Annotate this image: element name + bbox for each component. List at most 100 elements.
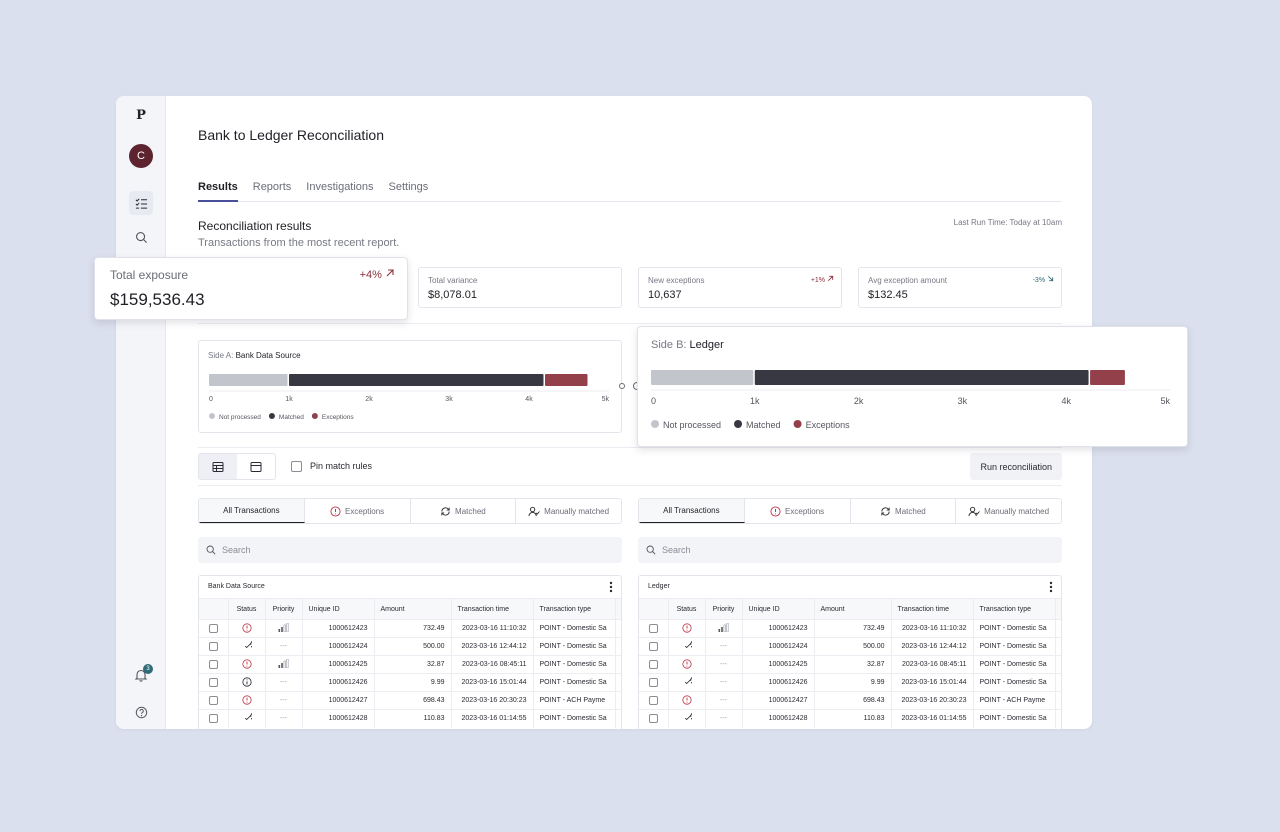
transaction-time-cell: 2023-03-16 11:10:32 (451, 619, 534, 638)
bar-segment-not-processed[interactable] (651, 370, 754, 385)
check-circle-icon (684, 639, 700, 649)
filter-exceptions[interactable]: Exceptions (305, 499, 411, 523)
bar-segment-matched[interactable] (289, 374, 544, 386)
filter-exceptions[interactable]: Exceptions (745, 499, 851, 523)
status-cell (668, 709, 706, 728)
column-header[interactable]: Status (668, 598, 706, 620)
filter-all-transactions[interactable]: All Transactions (639, 499, 745, 523)
filter-all-transactions[interactable]: All Transactions (199, 499, 305, 523)
header-select (639, 598, 669, 620)
extra-cell (615, 673, 621, 692)
alert-icon (681, 622, 692, 633)
filter-matched[interactable]: Matched (851, 499, 957, 523)
tab-reports[interactable]: Reports (252, 181, 292, 193)
table-row[interactable]: --- 1000612428 110.83 2023-03-16 01:14:55 PO… (639, 709, 1061, 728)
tab-bar: Results Reports Investigations Settings (198, 181, 1062, 202)
row-checkbox[interactable] (648, 678, 658, 687)
search-input[interactable] (662, 537, 1042, 563)
table-row[interactable]: --- 1000612427 698.43 2023-03-16 20:30:23 PO… (199, 691, 621, 710)
table-row[interactable]: --- 1000612427 698.43 2023-03-16 20:30:23 PO… (639, 691, 1061, 710)
metric-label: Total variance (428, 276, 478, 285)
table-row[interactable]: --- 1000612426 9.99 2023-03-16 15:01:44 POIN… (639, 673, 1061, 692)
table-row[interactable]: --- 1000612426 9.99 2023-03-16 15:01:44 POIN… (199, 673, 621, 692)
alert-icon (681, 694, 692, 705)
bar-segment-matched[interactable] (754, 370, 1089, 385)
amount-cell: 32.87 (374, 655, 452, 674)
column-header[interactable]: Amount (374, 598, 452, 620)
transaction-time-cell: 2023-03-16 20:30:23 (891, 691, 974, 710)
row-checkbox[interactable] (208, 696, 218, 705)
table-row[interactable]: 1000612425 32.87 2023-03-16 08:45:11 POINT … (199, 655, 621, 674)
checklist-icon[interactable] (129, 191, 153, 215)
row-checkbox[interactable] (648, 696, 658, 705)
alert-icon (241, 622, 252, 633)
row-checkbox[interactable] (648, 642, 658, 651)
extra-cell (1055, 655, 1061, 674)
filter-manually-matched[interactable]: Manually matched (516, 499, 621, 523)
legend-label: Not processed (219, 414, 261, 421)
row-checkbox[interactable] (208, 660, 218, 669)
row-checkbox[interactable] (208, 642, 218, 651)
tab-investigations[interactable]: Investigations (306, 181, 374, 193)
table-row[interactable]: --- 1000612424 500.00 2023-03-16 12:44:12 PO… (639, 637, 1061, 656)
column-header[interactable]: Priority (705, 598, 743, 620)
column-header[interactable]: Unique ID (742, 598, 815, 620)
tab-results[interactable]: Results (198, 181, 238, 202)
legend-label: Not processed (663, 420, 721, 430)
table-row[interactable]: --- 1000612424 500.00 2023-03-16 12:44:12 PO… (199, 637, 621, 656)
metric-card-total-exposure[interactable]: Total exposure $159,536.43 +4% (94, 257, 408, 320)
pin-match-rules-checkbox[interactable] (291, 461, 302, 472)
filter-label: Exceptions (345, 506, 385, 516)
card-view-button[interactable] (237, 454, 275, 479)
more-options-icon[interactable] (609, 580, 613, 598)
row-checkbox[interactable] (208, 714, 218, 724)
row-checkbox[interactable] (648, 624, 658, 633)
column-header[interactable]: Transaction type (973, 598, 1056, 620)
tab-settings[interactable]: Settings (388, 181, 429, 193)
search-input[interactable] (222, 537, 602, 563)
more-options-icon[interactable] (1049, 580, 1053, 598)
metric-card-variance[interactable]: Total variance $8,078.01 (418, 267, 622, 308)
metric-card-avg-exception[interactable]: Avg exception amount $132.45 -3% (858, 267, 1062, 308)
filter-label: All Transactions (663, 506, 720, 515)
row-checkbox[interactable] (648, 714, 658, 724)
column-header[interactable]: Priority (265, 598, 303, 620)
row-select-cell (639, 637, 669, 656)
avatar[interactable]: C (129, 144, 153, 168)
row-checkbox[interactable] (648, 660, 658, 669)
column-header[interactable]: Transaction time (891, 598, 974, 620)
chart-title: Side B: Ledger (651, 339, 724, 351)
filter-tabs-right: All Transactions Exceptions Matched Manu… (638, 498, 1062, 524)
filter-matched[interactable]: Matched (411, 499, 517, 523)
row-checkbox[interactable] (208, 678, 218, 687)
table-row[interactable]: 1000612423 732.49 2023-03-16 11:10:32 POINT… (639, 619, 1061, 638)
filter-manually-matched[interactable]: Manually matched (956, 499, 1061, 523)
column-header[interactable]: Amount (814, 598, 892, 620)
table-row[interactable]: --- 1000612425 32.87 2023-03-16 08:45:11 POI… (639, 655, 1061, 674)
table-row[interactable]: 1000612423 732.49 2023-03-16 11:10:32 POINT… (199, 619, 621, 638)
search-icon[interactable] (129, 225, 153, 249)
column-header[interactable]: Status (228, 598, 266, 620)
sync-icon (441, 506, 450, 516)
column-header[interactable]: Transaction time (451, 598, 534, 620)
table-view-button[interactable] (199, 454, 237, 479)
status-cell (228, 619, 266, 638)
column-header[interactable]: Transaction type (533, 598, 616, 620)
data-table: Status Priority Unique ID Amount Transaction… (639, 598, 1061, 728)
row-checkbox[interactable] (208, 624, 218, 633)
table-row[interactable]: --- 1000612428 110.83 2023-03-16 01:14:55 PO… (199, 709, 621, 728)
run-reconciliation-button[interactable]: Run reconciliation (970, 453, 1062, 480)
extra-cell (1055, 691, 1061, 710)
tick-label: 3k (445, 396, 453, 403)
bar-segment-exceptions[interactable] (1090, 370, 1125, 385)
unique-id-cell: 1000612428 (302, 709, 375, 728)
legend-swatch (268, 413, 275, 419)
help-icon[interactable] (129, 700, 153, 724)
bar-segment-not-processed[interactable] (209, 374, 288, 386)
view-toggle (198, 453, 276, 480)
metric-label: New exceptions (648, 276, 705, 285)
side-b-chart: Side B: Ledger 0 1k 2k 3k 4k 5k Not processed M… (637, 326, 1188, 447)
metric-card-new-exceptions[interactable]: New exceptions 10,637 +1% (638, 267, 842, 308)
bar-segment-exceptions[interactable] (545, 374, 588, 386)
column-header[interactable]: Unique ID (302, 598, 375, 620)
